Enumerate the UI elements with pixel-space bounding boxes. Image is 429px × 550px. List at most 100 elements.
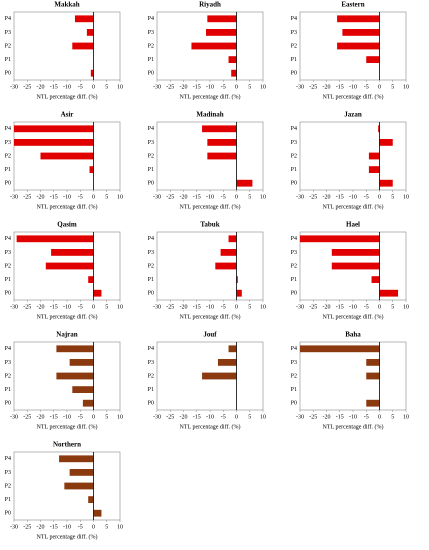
x-tick-label: 10 <box>403 414 409 420</box>
x-tick-label: 0 <box>378 414 381 420</box>
bar <box>90 69 94 77</box>
bar <box>59 455 94 463</box>
plot-frame <box>299 341 407 411</box>
bar <box>231 69 237 77</box>
panel-title: Northern <box>53 441 81 449</box>
x-tick-label: -5 <box>221 194 226 200</box>
y-tick-label: P2 <box>291 153 297 159</box>
bar <box>202 125 237 133</box>
y-tick-label: P3 <box>148 360 154 366</box>
x-tick-label: 0 <box>378 84 381 90</box>
y-tick-label: P1 <box>5 167 11 173</box>
plot-frame <box>156 231 264 301</box>
y-tick-label: P4 <box>291 126 297 132</box>
x-tick-label: 0 <box>235 414 238 420</box>
x-tick-label: -25 <box>23 524 31 530</box>
x-tick-label: -30 <box>10 194 18 200</box>
x-axis-label: NTL percentage diff. (%) <box>323 203 384 210</box>
bar <box>379 179 393 187</box>
y-tick-label: P1 <box>5 387 11 393</box>
x-tick-label: 10 <box>403 304 409 310</box>
y-tick-label: P0 <box>5 181 11 187</box>
bar <box>379 289 399 297</box>
x-tick-label: 0 <box>235 194 238 200</box>
x-tick-label: 10 <box>117 524 123 530</box>
bar <box>40 152 94 160</box>
y-tick-label: P0 <box>148 71 154 77</box>
y-tick-label: P4 <box>291 346 297 352</box>
y-tick-label: P4 <box>148 236 154 242</box>
y-tick-label: P4 <box>148 126 154 132</box>
x-tick-label: -25 <box>309 194 317 200</box>
x-tick-label: -30 <box>153 194 161 200</box>
x-tick-label: 0 <box>378 304 381 310</box>
x-tick-label: 5 <box>105 414 108 420</box>
bar <box>74 15 94 23</box>
y-tick-label: P4 <box>291 16 297 22</box>
x-tick-label: -30 <box>153 84 161 90</box>
y-tick-label: P0 <box>291 181 297 187</box>
x-axis-label: NTL percentage diff. (%) <box>323 93 384 100</box>
x-tick-label: -10 <box>63 304 71 310</box>
x-tick-label: 10 <box>260 84 266 90</box>
y-tick-label: P1 <box>148 167 154 173</box>
y-tick-label: P4 <box>5 456 11 462</box>
y-tick-label: P0 <box>148 291 154 297</box>
x-tick-label: -15 <box>50 194 58 200</box>
x-tick-label: 5 <box>391 194 394 200</box>
x-tick-label: 0 <box>92 84 95 90</box>
panel-title: Baha <box>345 331 361 339</box>
x-tick-label: -15 <box>193 304 201 310</box>
x-tick-label: -20 <box>37 524 45 530</box>
x-tick-label: 10 <box>260 414 266 420</box>
bar <box>331 262 380 270</box>
y-tick-label: P1 <box>148 277 154 283</box>
y-tick-label: P1 <box>291 277 297 283</box>
x-tick-label: -15 <box>50 414 58 420</box>
bar <box>72 42 94 50</box>
x-axis-label: NTL percentage diff. (%) <box>37 93 98 100</box>
bar <box>236 276 238 283</box>
x-tick-label: -5 <box>364 304 369 310</box>
y-tick-label: P3 <box>148 30 154 36</box>
bar <box>217 359 237 366</box>
x-tick-label: 10 <box>117 84 123 90</box>
x-tick-label: -30 <box>153 304 161 310</box>
x-tick-label: 5 <box>391 304 394 310</box>
bar <box>202 372 237 380</box>
x-tick-label: -20 <box>323 194 331 200</box>
bar <box>56 372 94 380</box>
x-tick-label: -5 <box>221 84 226 90</box>
y-tick-label: P1 <box>148 57 154 63</box>
y-tick-label: P0 <box>5 401 11 407</box>
x-axis-label: NTL percentage diff. (%) <box>180 313 241 320</box>
x-tick-label: -10 <box>63 524 71 530</box>
y-tick-label: P2 <box>148 263 154 269</box>
x-tick-label: -15 <box>50 524 58 530</box>
bar <box>56 345 94 353</box>
x-tick-label: -25 <box>166 414 174 420</box>
x-tick-label: 10 <box>260 194 266 200</box>
x-axis-label: NTL percentage diff. (%) <box>37 313 98 320</box>
bar <box>366 359 380 366</box>
bar <box>378 125 380 133</box>
x-tick-label: -5 <box>221 304 226 310</box>
x-tick-label: -25 <box>23 414 31 420</box>
x-tick-label: -30 <box>10 84 18 90</box>
x-tick-label: -10 <box>206 304 214 310</box>
bar <box>300 235 380 243</box>
x-tick-label: 5 <box>248 304 251 310</box>
y-tick-label: P0 <box>5 511 11 517</box>
bar <box>69 359 94 366</box>
x-tick-label: -25 <box>166 304 174 310</box>
bar <box>371 276 380 283</box>
bar <box>368 166 380 173</box>
bar <box>368 152 380 160</box>
bar <box>207 139 237 146</box>
bar <box>342 29 380 36</box>
bar <box>236 179 253 187</box>
y-tick-label: P0 <box>5 71 11 77</box>
bar <box>228 235 237 243</box>
x-tick-label: -10 <box>206 414 214 420</box>
panel-title: Eastern <box>341 1 364 9</box>
